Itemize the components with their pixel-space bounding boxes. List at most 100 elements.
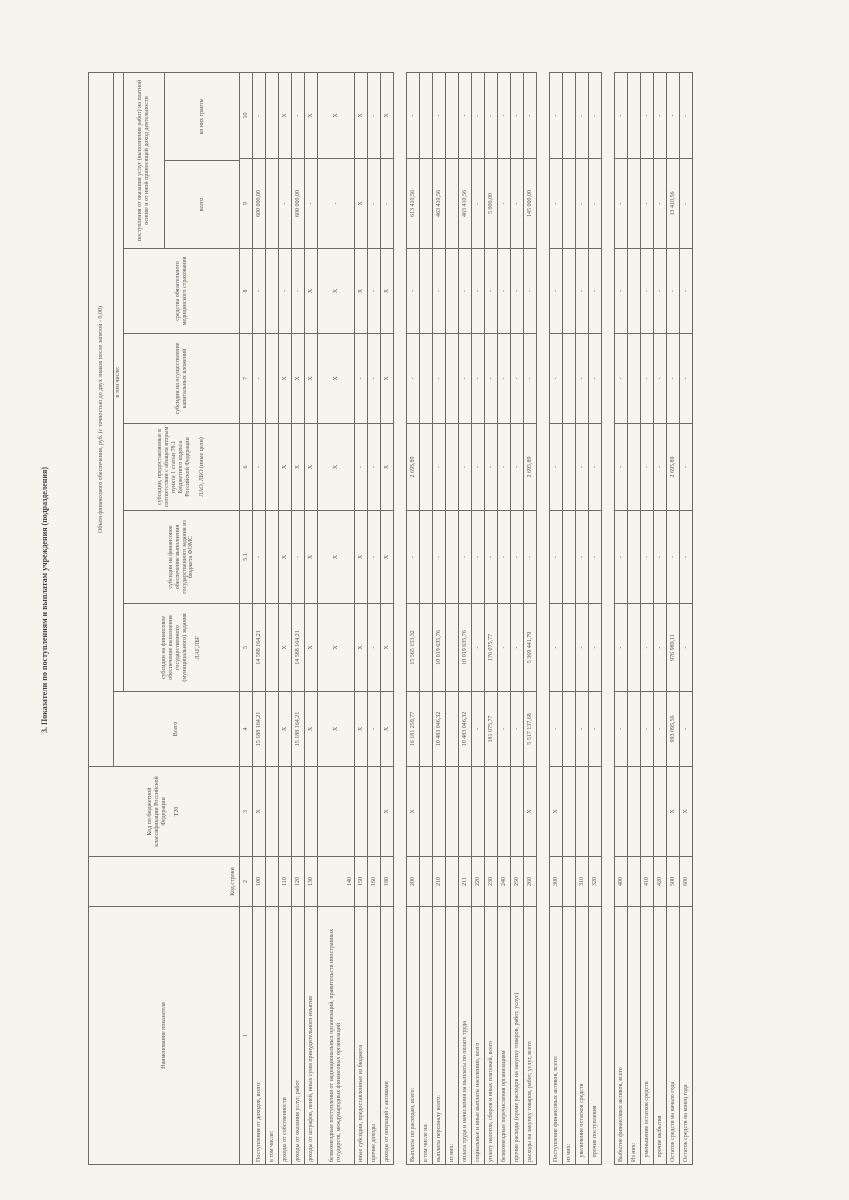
row-code: 420: [653, 856, 667, 907]
spacer: [393, 72, 407, 1165]
value-cell: 613 410,56: [406, 158, 420, 249]
value-cell: [419, 158, 433, 249]
value-cell: [445, 766, 459, 857]
header-col9: всего: [165, 159, 239, 248]
value-cell: -: [588, 691, 602, 767]
value-cell: X: [380, 691, 394, 767]
value-cell: [265, 766, 279, 857]
row-label: уменьшение остатков средств: [640, 906, 654, 1165]
value-cell: -: [367, 248, 381, 334]
value-cell: -: [549, 248, 563, 334]
header-col10: из них гранты: [198, 98, 205, 135]
value-cell: 2 695,89: [406, 423, 420, 511]
value-cell: -: [575, 510, 589, 604]
value-cell: X: [317, 691, 355, 767]
table-row: уплату налогов, сборов и иных платежей, …: [484, 72, 498, 1165]
value-cell: [627, 72, 641, 159]
value-cell: X: [354, 248, 368, 334]
row-label: Выбытие финансовых активов, всего: [614, 906, 628, 1165]
value-cell: [471, 766, 485, 857]
value-cell: [497, 766, 511, 857]
row-label: увеличение остатков средств: [575, 906, 589, 1165]
value-cell: -: [278, 158, 292, 249]
value-cell: -: [523, 248, 537, 334]
value-cell: [562, 248, 576, 334]
value-cell: -: [653, 423, 667, 511]
value-cell: [265, 248, 279, 334]
value-cell: X: [304, 691, 318, 767]
value-cell: [562, 423, 576, 511]
value-cell: 5 000,00: [484, 158, 498, 249]
column-number: 7: [239, 333, 253, 424]
table-row: Остаток средств на конец года 600 X - - - - - - -…: [679, 72, 693, 1165]
value-cell: -: [640, 423, 654, 511]
value-cell: X: [278, 510, 292, 604]
value-cell: -: [471, 158, 485, 249]
row-label: Из них:: [627, 906, 641, 1165]
value-cell: X: [278, 691, 292, 767]
value-cell: 600 000,00: [252, 158, 266, 249]
table-row: доходы от операций с активами 180 X X X X X X X -…: [380, 72, 394, 1165]
value-cell: -: [614, 248, 628, 334]
row-label: прочие поступления: [588, 906, 602, 1165]
value-cell: -: [458, 510, 472, 604]
value-cell: -: [614, 603, 628, 692]
row-label: из них:: [445, 906, 459, 1165]
table-row: доходы от собственности 110 X X X X X - - X: [278, 72, 292, 1165]
value-cell: -: [497, 691, 511, 767]
value-cell: [627, 766, 641, 857]
value-cell: [627, 248, 641, 334]
header-col8: средства обязательного медицинского стра…: [123, 248, 240, 334]
value-cell: -: [354, 333, 368, 424]
value-cell: 15 188 164,21: [291, 691, 305, 767]
table-row: увеличение остатков средств 310- - - - - - - -: [575, 72, 589, 1165]
row-code: 410: [640, 856, 654, 907]
value-cell: X: [549, 766, 563, 857]
value-cell: -: [497, 423, 511, 511]
value-cell: -: [497, 333, 511, 424]
table-row: Выбытие финансовых активов, всего 400- - - -…: [614, 72, 628, 1165]
value-cell: [445, 72, 459, 159]
value-cell: [265, 423, 279, 511]
value-cell: -: [679, 72, 693, 159]
value-cell: X: [317, 72, 355, 159]
value-cell: -: [471, 603, 485, 692]
value-cell: -: [666, 333, 680, 424]
value-cell: -: [510, 691, 524, 767]
value-cell: -: [484, 333, 498, 424]
value-cell: [562, 691, 576, 767]
header-total: Всего: [113, 691, 240, 767]
value-cell: X: [354, 72, 368, 159]
receipts-payments-table: Наименование показателя Код строки Код п…: [88, 72, 693, 1165]
table-row: доходы от штрафов, пеней, иных сумм прин…: [304, 72, 318, 1165]
row-code: [265, 856, 279, 907]
value-cell: -: [406, 333, 420, 424]
value-cell: -: [640, 248, 654, 334]
table-row: доходы от оказания услуг, работ 120 15 188…: [291, 72, 305, 1165]
value-cell: -: [588, 423, 602, 511]
value-cell: -: [666, 72, 680, 159]
value-cell: -: [432, 510, 446, 604]
row-code: 400: [614, 856, 628, 907]
value-cell: [265, 691, 279, 767]
value-cell: [562, 72, 576, 159]
value-cell: -: [510, 423, 524, 511]
value-cell: -: [252, 72, 266, 159]
value-cell: 993 095,56: [666, 691, 680, 767]
row-label: выплаты персоналу всего:: [432, 906, 446, 1165]
value-cell: -: [679, 158, 693, 249]
spacer-row: [536, 72, 550, 1165]
value-cell: -: [510, 603, 524, 692]
value-cell: -: [406, 248, 420, 334]
row-code: 180: [380, 856, 394, 907]
value-cell: [265, 510, 279, 604]
value-cell: -: [252, 248, 266, 334]
value-cell: -: [575, 248, 589, 334]
value-cell: 10 483 046,32: [458, 691, 472, 767]
column-number: 8: [239, 248, 253, 334]
value-cell: X: [679, 766, 693, 857]
value-cell: -: [549, 72, 563, 159]
value-cell: -: [432, 423, 446, 511]
value-cell: -: [484, 510, 498, 604]
value-cell: -: [484, 423, 498, 511]
